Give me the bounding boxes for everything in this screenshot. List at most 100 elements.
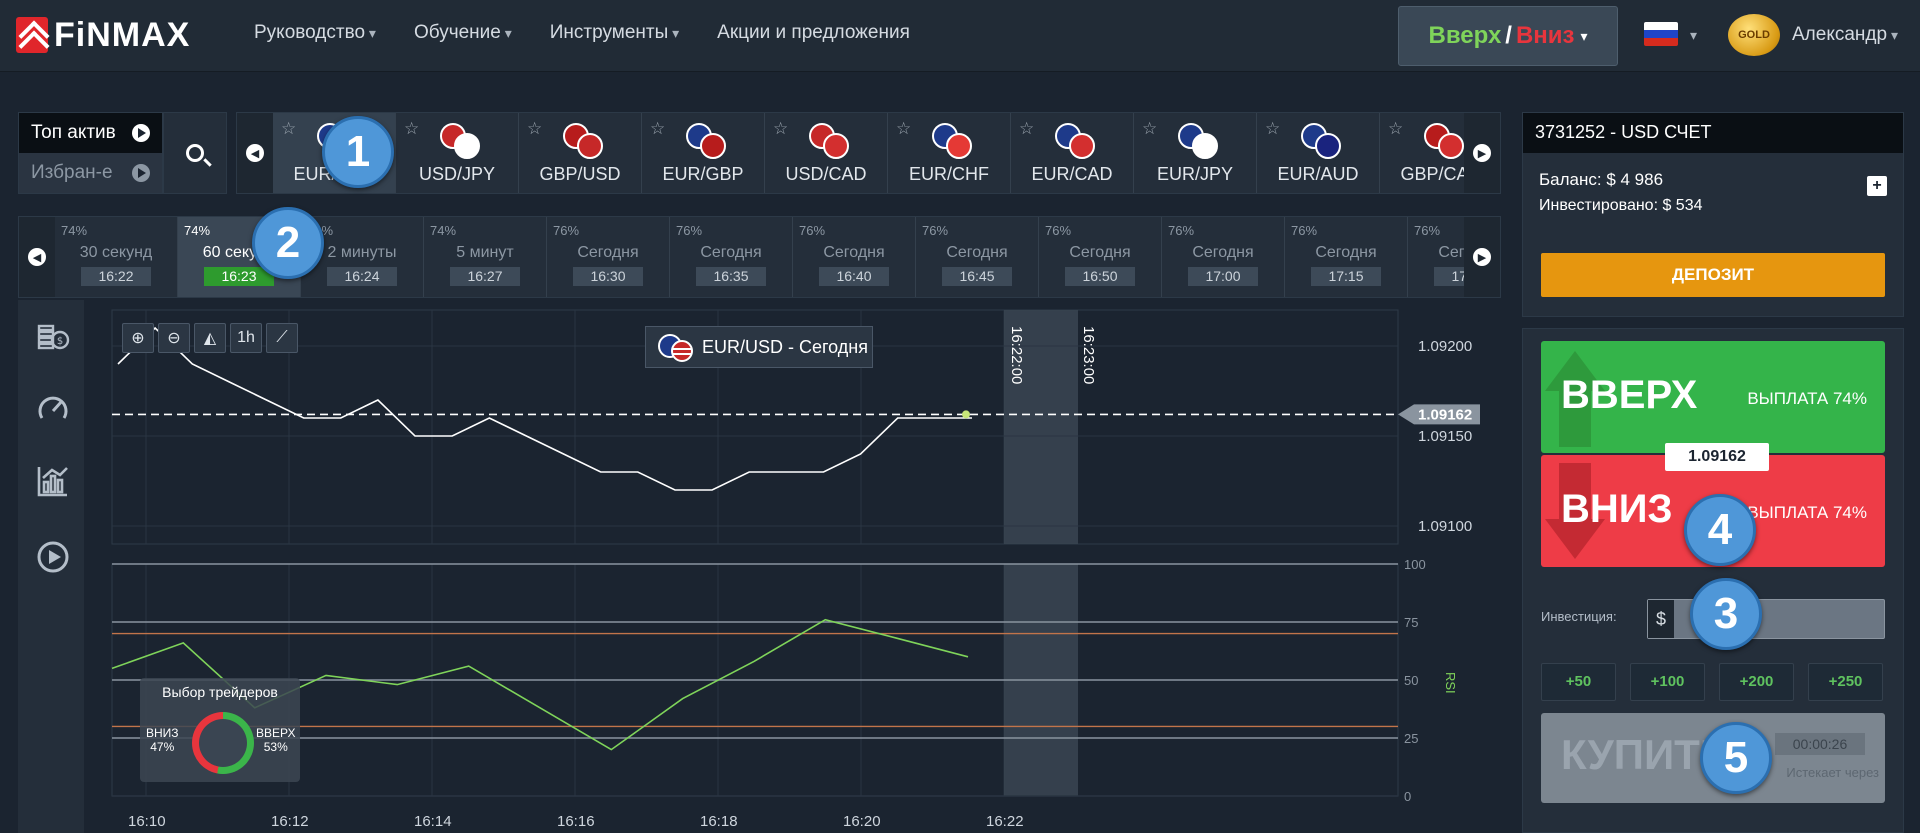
star-icon[interactable]: ☆ (1388, 119, 1404, 138)
expiry-tile[interactable]: 76% Сегодня 17:15 (1285, 217, 1408, 297)
star-icon[interactable]: ☆ (281, 119, 297, 138)
step-badge-5: 5 (1700, 722, 1772, 794)
expiry-tile[interactable]: 76% Сегодня 16:45 (916, 217, 1039, 297)
asset-filter-toggle: Топ актив Избран-е (18, 112, 163, 194)
expiry-tile[interactable]: 76% Сегодня 17:00 (1162, 217, 1285, 297)
speed-gauge-icon[interactable] (36, 392, 70, 426)
nav-item-promotions[interactable]: Акции и предложения (717, 22, 910, 43)
zoom-out-icon[interactable]: ⊖ (158, 323, 190, 353)
expiry-label: 30 секунд (79, 244, 153, 261)
expiry-strip-prev[interactable]: ◀ (19, 217, 55, 297)
up-button-label: ВВЕРХ (1561, 373, 1698, 417)
coins-icon[interactable]: $ (36, 318, 70, 352)
asset-tile[interactable]: ☆ EUR/CHF (888, 113, 1011, 193)
top-assets-option[interactable]: Топ актив (19, 113, 162, 153)
favorites-label: Избран-е (31, 162, 113, 183)
statistics-icon[interactable] (36, 464, 70, 498)
language-chevron-down-icon[interactable]: ▾ (1690, 27, 1698, 43)
chart-title-text: EUR/USD - Сегодня (702, 336, 868, 357)
asset-tile[interactable]: ☆ EUR/CAD (1011, 113, 1134, 193)
finmax-logo[interactable]: FiNMAX (16, 16, 190, 54)
arrow-down-icon (1545, 463, 1605, 559)
zoom-in-icon[interactable]: ⊕ (122, 323, 154, 353)
currency-flags-icon (563, 123, 607, 159)
top-assets-label: Топ актив (31, 122, 116, 143)
star-icon[interactable]: ☆ (1142, 119, 1158, 138)
expiry-label: 5 минут (456, 244, 514, 261)
arrow-right-icon: ▶ (1473, 144, 1491, 162)
investment-input[interactable]: $ (1647, 599, 1885, 639)
traders-ratio-ring (192, 712, 254, 774)
asset-name: EUR/JPY (1156, 164, 1234, 184)
asset-tile[interactable]: ☆ EUR/JPY (1134, 113, 1257, 193)
expiry-strip-next[interactable]: ▶ (1464, 217, 1500, 297)
traders-up-pct: 53% (263, 740, 288, 754)
star-icon[interactable]: ☆ (1019, 119, 1035, 138)
nav-item-guide[interactable]: Руководство (254, 22, 376, 44)
expiry-tile[interactable]: 74% 30 секунд 16:22 (55, 217, 178, 297)
user-menu[interactable]: Александр (1792, 24, 1898, 46)
expiry-label: Сегодня (1069, 244, 1131, 261)
traders-down: ВНИЗ 47% (146, 726, 179, 754)
asset-tile[interactable]: ☆ USD/CAD (765, 113, 888, 193)
account-box: 3731252 - USD СЧЕТ Баланс: $ 4 986 Инвес… (1522, 112, 1904, 317)
asset-name: USD/CAD (785, 164, 867, 184)
add-200-button[interactable]: +200 (1719, 663, 1794, 701)
asset-strip-prev[interactable]: ◀ (237, 113, 273, 193)
asset-strip-next[interactable]: ▶ (1464, 113, 1500, 193)
asset-tile[interactable]: ☆ EUR/GBP (642, 113, 765, 193)
deposit-button[interactable]: ДЕПОЗИТ (1541, 253, 1885, 297)
asset-tile[interactable]: ☆ USD/JPY (396, 113, 519, 193)
add-100-button[interactable]: +100 (1630, 663, 1705, 701)
put-down-button[interactable]: ВНИЗ ВЫПЛАТА 74% (1541, 455, 1885, 567)
quick-amount-row: +50 +100 +200 +250 (1541, 663, 1883, 701)
asset-tile[interactable]: ☆ GBP/CAD (1380, 113, 1500, 193)
timeframe-button[interactable]: 1h (230, 323, 262, 353)
currency-symbol: $ (1648, 600, 1674, 638)
nav-item-training[interactable]: Обучение (414, 22, 512, 44)
asset-tile[interactable]: ☆ EUR/AUD (1257, 113, 1380, 193)
chevron-down-icon: ▾ (1580, 27, 1588, 44)
expiry-payout: 76% (799, 223, 826, 238)
expiry-tile[interactable]: 76% Сегодня 16:30 (547, 217, 670, 297)
chart-type-icon[interactable]: ◭ (194, 323, 226, 353)
add-50-button[interactable]: +50 (1541, 663, 1616, 701)
star-icon[interactable]: ☆ (896, 119, 912, 138)
svg-text:$: $ (57, 336, 63, 347)
expiry-time: 16:24 (327, 267, 397, 286)
expiry-tile[interactable]: 76% Сегодня 16:40 (793, 217, 916, 297)
star-icon[interactable]: ☆ (1265, 119, 1281, 138)
expiry-tile[interactable]: 76% Сегодня 16:35 (670, 217, 793, 297)
asset-name: GBP/CAD (1400, 164, 1482, 184)
call-up-button[interactable]: ВВЕРХ ВЫПЛАТА 74% (1541, 341, 1885, 453)
currency-flags-icon (1178, 123, 1222, 159)
traders-up: ВВЕРХ 53% (256, 726, 295, 754)
star-icon[interactable]: ☆ (773, 119, 789, 138)
favorites-option[interactable]: Избран-е (19, 153, 162, 193)
expiry-tile[interactable]: 74% 5 минут 16:27 (424, 217, 547, 297)
add-250-button[interactable]: +250 (1808, 663, 1883, 701)
traders-down-label: ВНИЗ (146, 726, 179, 740)
chart-asset-title[interactable]: EUR/USD - Сегодня (645, 326, 873, 368)
star-icon[interactable]: ☆ (650, 119, 666, 138)
russia-flag-icon[interactable] (1644, 22, 1678, 46)
chart-area[interactable] (94, 300, 1501, 833)
account-header[interactable]: 3731252 - USD СЧЕТ (1523, 113, 1903, 153)
star-icon[interactable]: ☆ (404, 119, 420, 138)
play-video-icon[interactable] (36, 540, 70, 574)
star-icon[interactable]: ☆ (527, 119, 543, 138)
trade-type-dropdown[interactable]: Вверх / Вниз ▾ (1398, 6, 1618, 66)
asset-search-button[interactable] (163, 112, 227, 194)
indicators-icon[interactable]: ⟋ (266, 323, 298, 353)
expiry-tile[interactable]: 76% Сегодня 16:50 (1039, 217, 1162, 297)
currency-flag-icon (1438, 133, 1464, 159)
account-info: Баланс: $ 4 986 Инвестировано: $ 534 (1523, 153, 1903, 233)
nav-item-tools[interactable]: Инструменты (550, 22, 679, 44)
plus-icon[interactable]: + (1867, 176, 1887, 196)
expiry-time: 16:50 (1065, 267, 1135, 286)
asset-name: EUR/CAD (1031, 164, 1113, 184)
expiry-time: 16:30 (573, 267, 643, 286)
asset-tile[interactable]: ☆ GBP/USD (519, 113, 642, 193)
currency-flag-icon (823, 133, 849, 159)
